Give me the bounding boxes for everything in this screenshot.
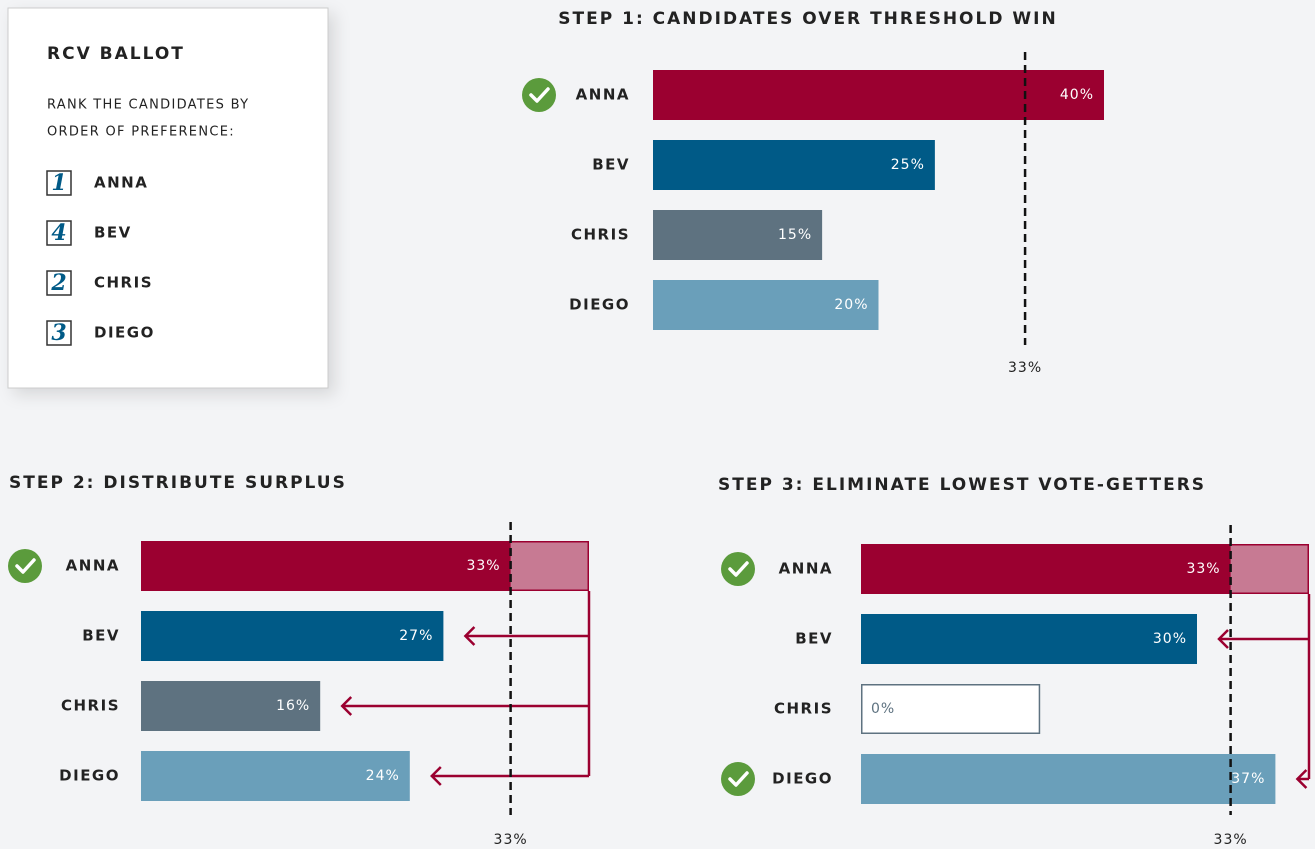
rank-box — [46, 270, 72, 296]
rank-box — [46, 170, 72, 196]
value-label: 27% — [399, 628, 433, 644]
category-label: BEV — [592, 156, 630, 174]
rank-number: 1 — [51, 170, 66, 196]
winner-check — [8, 549, 42, 583]
rank-number: 3 — [51, 320, 66, 346]
bar — [653, 210, 823, 260]
category-label: BEV — [795, 630, 833, 648]
winner-check — [728, 771, 749, 787]
value-label: 33% — [466, 558, 500, 574]
candidate-name: ANNA — [94, 174, 148, 192]
value-label: 0% — [871, 701, 895, 717]
previous-bar — [861, 684, 1041, 734]
winner-check — [721, 762, 755, 796]
bar — [861, 754, 1276, 804]
value-label: 20% — [834, 297, 868, 313]
category-label: DIEGO — [772, 770, 833, 788]
candidate-name: DIEGO — [94, 324, 155, 342]
value-label: 24% — [366, 768, 400, 784]
chart-title: STEP 2: DISTRIBUTE SURPLUS — [9, 473, 347, 493]
threshold-label: 33% — [1008, 360, 1042, 376]
value-label: 25% — [891, 157, 925, 173]
threshold-label: 33% — [1214, 832, 1248, 848]
bar — [653, 140, 935, 190]
candidate-name: CHRIS — [94, 274, 153, 292]
candidate-name: BEV — [94, 224, 132, 242]
category-label: DIEGO — [569, 296, 630, 314]
category-label: BEV — [82, 627, 120, 645]
bar — [653, 280, 879, 330]
rank-number: 2 — [50, 270, 66, 296]
ballot-title: RCV BALLOT — [47, 44, 185, 64]
ballot-instruction: ORDER OF PREFERENCE: — [47, 125, 235, 140]
transfer-arrow — [340, 696, 589, 716]
chart-title: STEP 3: ELIMINATE LOWEST VOTE-GETTERS — [718, 475, 1206, 495]
value-label: 30% — [1153, 631, 1187, 647]
bar — [141, 541, 511, 591]
value-label: 37% — [1231, 771, 1265, 787]
transfer-arrow — [1217, 629, 1309, 649]
winner-check — [522, 78, 556, 112]
transfer-arrow — [1295, 769, 1309, 789]
bar — [653, 70, 1104, 120]
value-label: 40% — [1060, 87, 1094, 103]
value-label: 33% — [1186, 561, 1220, 577]
rank-box — [46, 220, 72, 246]
transfer-arrow — [463, 626, 589, 646]
bar — [141, 611, 444, 661]
winner-check — [529, 87, 550, 103]
rank-number: 4 — [51, 220, 66, 246]
winner-check — [728, 561, 749, 577]
value-label: 16% — [276, 698, 310, 714]
category-label: ANNA — [66, 557, 120, 575]
rank-box — [46, 320, 72, 346]
ballot-instruction: RANK THE CANDIDATES BY — [47, 98, 249, 113]
bar — [141, 751, 410, 801]
category-label: ANNA — [576, 86, 630, 104]
category-label: DIEGO — [59, 767, 120, 785]
category-label: CHRIS — [571, 226, 630, 244]
winner-check — [15, 558, 36, 574]
bar — [141, 681, 321, 731]
category-label: ANNA — [779, 560, 833, 578]
bar — [861, 544, 1231, 594]
value-label: 15% — [778, 227, 812, 243]
threshold-label: 33% — [494, 832, 528, 848]
winner-check — [721, 552, 755, 586]
category-label: CHRIS — [61, 697, 120, 715]
chart-title: STEP 1: CANDIDATES OVER THRESHOLD WIN — [558, 9, 1057, 29]
category-label: CHRIS — [774, 700, 833, 718]
bar — [861, 614, 1197, 664]
